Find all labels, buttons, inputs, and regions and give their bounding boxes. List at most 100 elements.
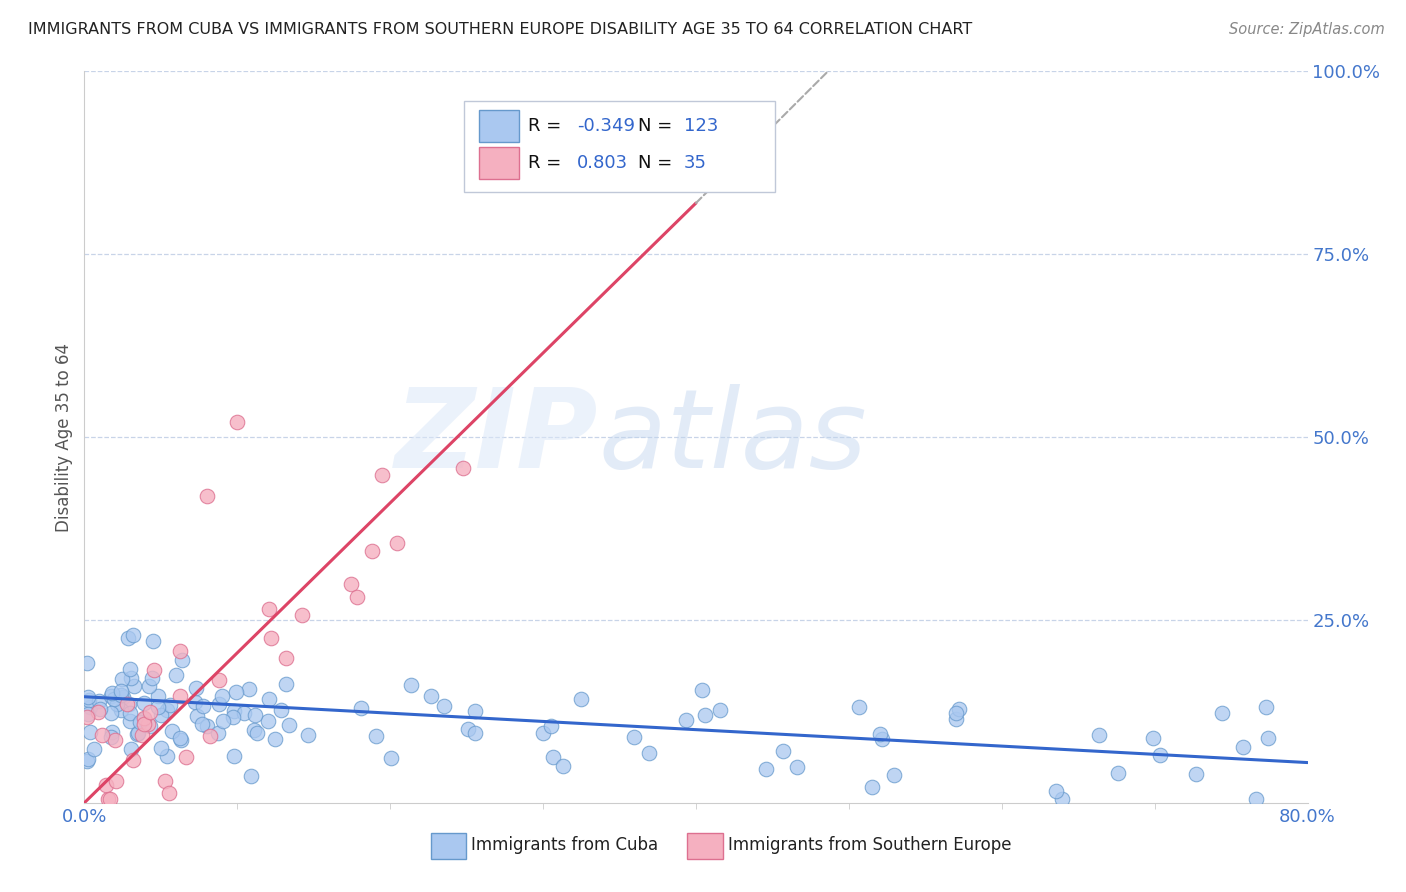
Point: [100, 724, 122, 739]
Point: [226, 416, 249, 430]
Point: [401, 678, 423, 692]
Point: [274, 651, 297, 665]
Point: [945, 706, 967, 720]
Point: [110, 703, 132, 717]
Point: [122, 679, 145, 693]
Point: [127, 726, 149, 740]
Point: [690, 682, 713, 697]
Point: [675, 713, 697, 727]
Point: [110, 672, 132, 686]
Point: [364, 729, 387, 743]
Text: Immigrants from Southern Europe: Immigrants from Southern Europe: [728, 836, 1011, 855]
Point: [380, 750, 402, 764]
Point: [121, 627, 143, 641]
Point: [195, 719, 218, 733]
Point: [553, 758, 575, 772]
Point: [239, 769, 262, 783]
Point: [349, 701, 371, 715]
Point: [1107, 765, 1129, 780]
Text: IMMIGRANTS FROM CUBA VS IMMIGRANTS FROM SOUTHERN EUROPE DISABILITY AGE 35 TO 64 : IMMIGRANTS FROM CUBA VS IMMIGRANTS FROM …: [28, 22, 973, 37]
Point: [141, 671, 163, 685]
Point: [883, 768, 905, 782]
Point: [115, 698, 138, 712]
Text: N =: N =: [638, 153, 672, 172]
Point: [76, 710, 98, 724]
Point: [104, 774, 127, 789]
Point: [156, 703, 179, 717]
Point: [361, 544, 384, 558]
Point: [256, 714, 278, 728]
Point: [623, 730, 645, 744]
Point: [270, 703, 292, 717]
Point: [297, 728, 319, 742]
Point: [453, 461, 475, 475]
Point: [191, 717, 214, 731]
Point: [134, 712, 156, 726]
Point: [246, 726, 269, 740]
Point: [143, 663, 166, 677]
Point: [772, 744, 794, 758]
Point: [371, 468, 394, 483]
Point: [222, 749, 245, 764]
Point: [207, 726, 229, 740]
Point: [138, 705, 160, 719]
Point: [346, 590, 368, 604]
Point: [100, 792, 122, 806]
Point: [169, 690, 191, 704]
Point: [755, 763, 778, 777]
Point: [1045, 784, 1067, 798]
Point: [1232, 740, 1254, 755]
Point: [543, 750, 565, 764]
Text: Source: ZipAtlas.com: Source: ZipAtlas.com: [1229, 22, 1385, 37]
Point: [238, 682, 260, 697]
Y-axis label: Disability Age 35 to 64: Disability Age 35 to 64: [55, 343, 73, 532]
Point: [132, 716, 155, 731]
Point: [118, 663, 141, 677]
Point: [112, 690, 135, 704]
FancyBboxPatch shape: [479, 146, 519, 179]
Text: 123: 123: [683, 117, 718, 136]
Point: [122, 753, 145, 767]
FancyBboxPatch shape: [479, 110, 519, 143]
Point: [77, 693, 100, 707]
Point: [184, 681, 207, 696]
Text: atlas: atlas: [598, 384, 866, 491]
Point: [1244, 792, 1267, 806]
Point: [464, 726, 486, 740]
Point: [110, 688, 132, 702]
Point: [872, 731, 894, 746]
Point: [222, 709, 245, 723]
Point: [120, 741, 142, 756]
Point: [103, 692, 125, 706]
Point: [207, 697, 229, 711]
Point: [274, 677, 297, 691]
Point: [948, 701, 970, 715]
Point: [169, 731, 191, 746]
Point: [76, 706, 98, 721]
Point: [259, 631, 281, 645]
Point: [160, 723, 183, 738]
Point: [695, 707, 717, 722]
Point: [786, 760, 808, 774]
Point: [100, 690, 122, 704]
Point: [172, 653, 194, 667]
Point: [105, 697, 128, 711]
Text: N =: N =: [638, 117, 672, 136]
Point: [165, 668, 187, 682]
Point: [243, 708, 266, 723]
FancyBboxPatch shape: [464, 101, 776, 192]
Point: [89, 702, 111, 716]
Point: [637, 746, 659, 760]
Point: [83, 742, 105, 756]
Point: [94, 778, 117, 792]
Point: [128, 714, 150, 729]
Point: [117, 631, 139, 645]
Point: [100, 706, 122, 720]
Point: [211, 689, 233, 703]
Point: [1142, 731, 1164, 745]
Point: [860, 780, 883, 794]
Text: R =: R =: [529, 117, 568, 136]
Point: [87, 694, 110, 708]
Point: [159, 698, 181, 712]
Point: [149, 707, 172, 722]
